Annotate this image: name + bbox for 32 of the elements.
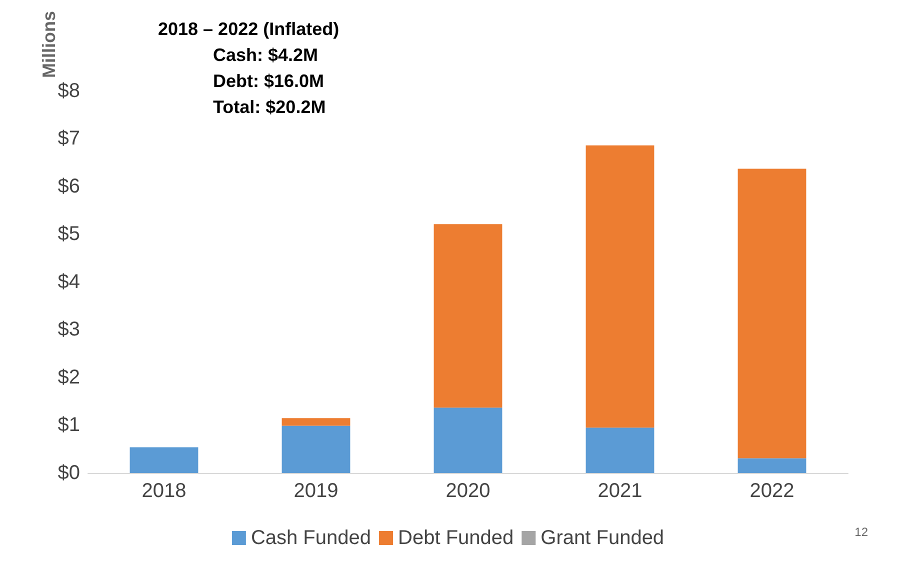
bar bbox=[738, 168, 806, 458]
legend-label: Grant Funded bbox=[540, 527, 664, 549]
y-tick-label: $3 bbox=[58, 318, 80, 341]
bar bbox=[586, 145, 654, 428]
y-tick-label: $8 bbox=[58, 80, 80, 102]
x-tick-label: 2022 bbox=[750, 480, 794, 502]
y-tick-label: $2 bbox=[58, 366, 80, 388]
bar bbox=[282, 426, 350, 473]
text: Cash: $4.2M bbox=[213, 45, 318, 65]
y-tick-label: $6 bbox=[58, 175, 80, 198]
text: 2018 – 2022 (Inflated) bbox=[158, 19, 340, 39]
y-axis-title: Millions bbox=[39, 11, 59, 78]
legend-label: Debt Funded bbox=[398, 527, 514, 549]
bar bbox=[434, 408, 502, 473]
y-tick-label: $4 bbox=[58, 270, 80, 293]
y-tick-label: $1 bbox=[58, 414, 80, 436]
annotation: Total: $20.2M bbox=[213, 97, 326, 117]
text: 12 bbox=[854, 525, 868, 539]
y-tick-label: $7 bbox=[58, 128, 80, 150]
bar bbox=[130, 447, 198, 473]
bar bbox=[586, 428, 654, 473]
bar bbox=[738, 458, 806, 473]
y-tick-label: $0 bbox=[58, 462, 80, 484]
annotation: Debt: $16.0M bbox=[213, 71, 324, 91]
x-tick-label: 2020 bbox=[446, 480, 490, 502]
x-tick-label: 2018 bbox=[142, 480, 186, 502]
y-tick-label: $5 bbox=[58, 223, 80, 246]
x-tick-label: 2021 bbox=[598, 480, 642, 502]
x-tick-label: 2019 bbox=[294, 480, 338, 502]
legend-label: Cash Funded bbox=[250, 527, 372, 549]
bar bbox=[282, 418, 350, 426]
bar bbox=[434, 224, 502, 408]
